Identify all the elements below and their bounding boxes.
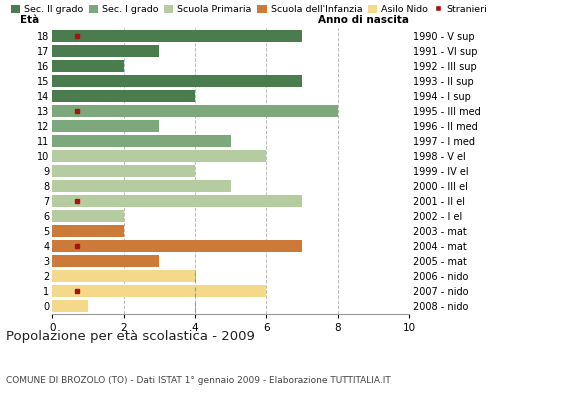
Bar xyxy=(52,225,124,237)
Bar xyxy=(52,255,159,267)
Bar xyxy=(52,75,302,87)
Bar xyxy=(52,150,266,162)
Bar xyxy=(52,60,124,72)
Bar xyxy=(52,120,159,132)
Bar xyxy=(52,270,195,282)
Bar xyxy=(52,300,88,312)
Bar xyxy=(52,165,195,177)
Text: Anno di nascita: Anno di nascita xyxy=(318,15,409,25)
Text: COMUNE DI BROZOLO (TO) - Dati ISTAT 1° gennaio 2009 - Elaborazione TUTTITALIA.IT: COMUNE DI BROZOLO (TO) - Dati ISTAT 1° g… xyxy=(6,376,390,385)
Bar xyxy=(52,180,231,192)
Bar xyxy=(52,90,195,102)
Text: Età: Età xyxy=(20,15,39,25)
Bar xyxy=(52,45,159,57)
Bar xyxy=(52,30,302,42)
Bar xyxy=(52,135,231,147)
Bar xyxy=(52,105,338,117)
Text: Popolazione per età scolastica - 2009: Popolazione per età scolastica - 2009 xyxy=(6,330,255,343)
Legend: Sec. II grado, Sec. I grado, Scuola Primaria, Scuola dell'Infanzia, Asilo Nido, : Sec. II grado, Sec. I grado, Scuola Prim… xyxy=(10,5,488,14)
Bar xyxy=(52,240,302,252)
Bar xyxy=(52,195,302,207)
Bar xyxy=(52,285,266,297)
Bar xyxy=(52,210,124,222)
